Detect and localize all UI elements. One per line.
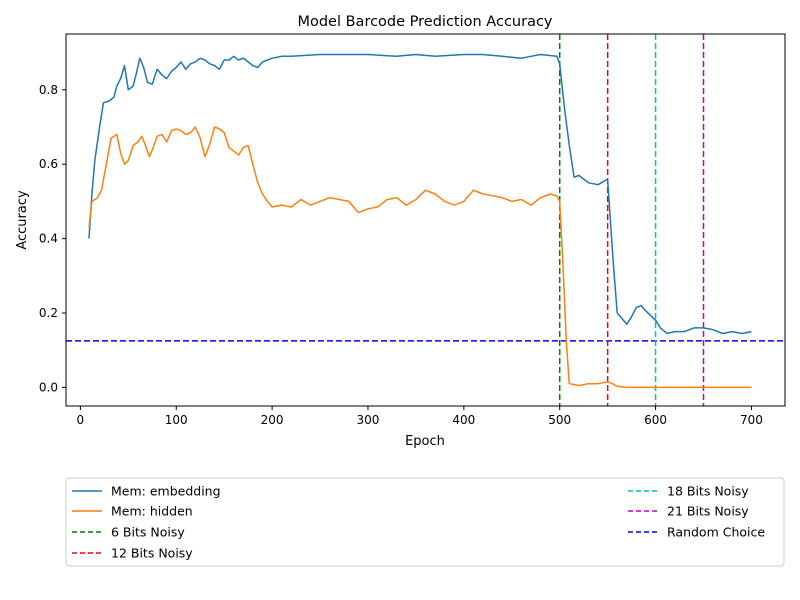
x-axis-label: Epoch <box>405 434 445 449</box>
y-tick-label: 0.0 <box>39 380 58 394</box>
legend-label: 6 Bits Noisy <box>111 525 185 540</box>
x-tick-label: 500 <box>548 413 571 427</box>
legend-label: Mem: embedding <box>111 484 221 499</box>
legend-label: Mem: hidden <box>111 504 193 519</box>
y-tick-label: 0.2 <box>39 306 58 320</box>
y-tick-label: 0.8 <box>39 83 58 97</box>
x-tick-label: 300 <box>357 413 380 427</box>
x-tick-label: 200 <box>261 413 284 427</box>
legend: Mem: embedding Mem: hidden 6 Bits Noisy 12 … <box>65 477 785 567</box>
y-axis-label: Accuracy <box>15 190 30 250</box>
y-tick-label: 0.6 <box>39 157 58 171</box>
x-tick-label: 100 <box>165 413 188 427</box>
legend-label: 18 Bits Noisy <box>667 484 749 499</box>
series-line-2 <box>88 126 752 389</box>
legend-label: Random Choice <box>667 525 765 540</box>
x-tick-label: 0 <box>77 413 85 427</box>
legend-label: 12 Bits Noisy <box>111 546 193 561</box>
x-tick-label: 400 <box>452 413 475 427</box>
y-tick-label: 0.4 <box>39 232 58 246</box>
chart-title: Model Barcode Prediction Accuracy <box>297 14 552 30</box>
x-tick-label: 600 <box>644 413 667 427</box>
x-tick-label: 700 <box>740 413 763 427</box>
legend-box <box>65 477 785 567</box>
series-line-1 <box>88 53 752 335</box>
plot-area <box>65 33 786 407</box>
legend-label: 21 Bits Noisy <box>667 504 749 519</box>
